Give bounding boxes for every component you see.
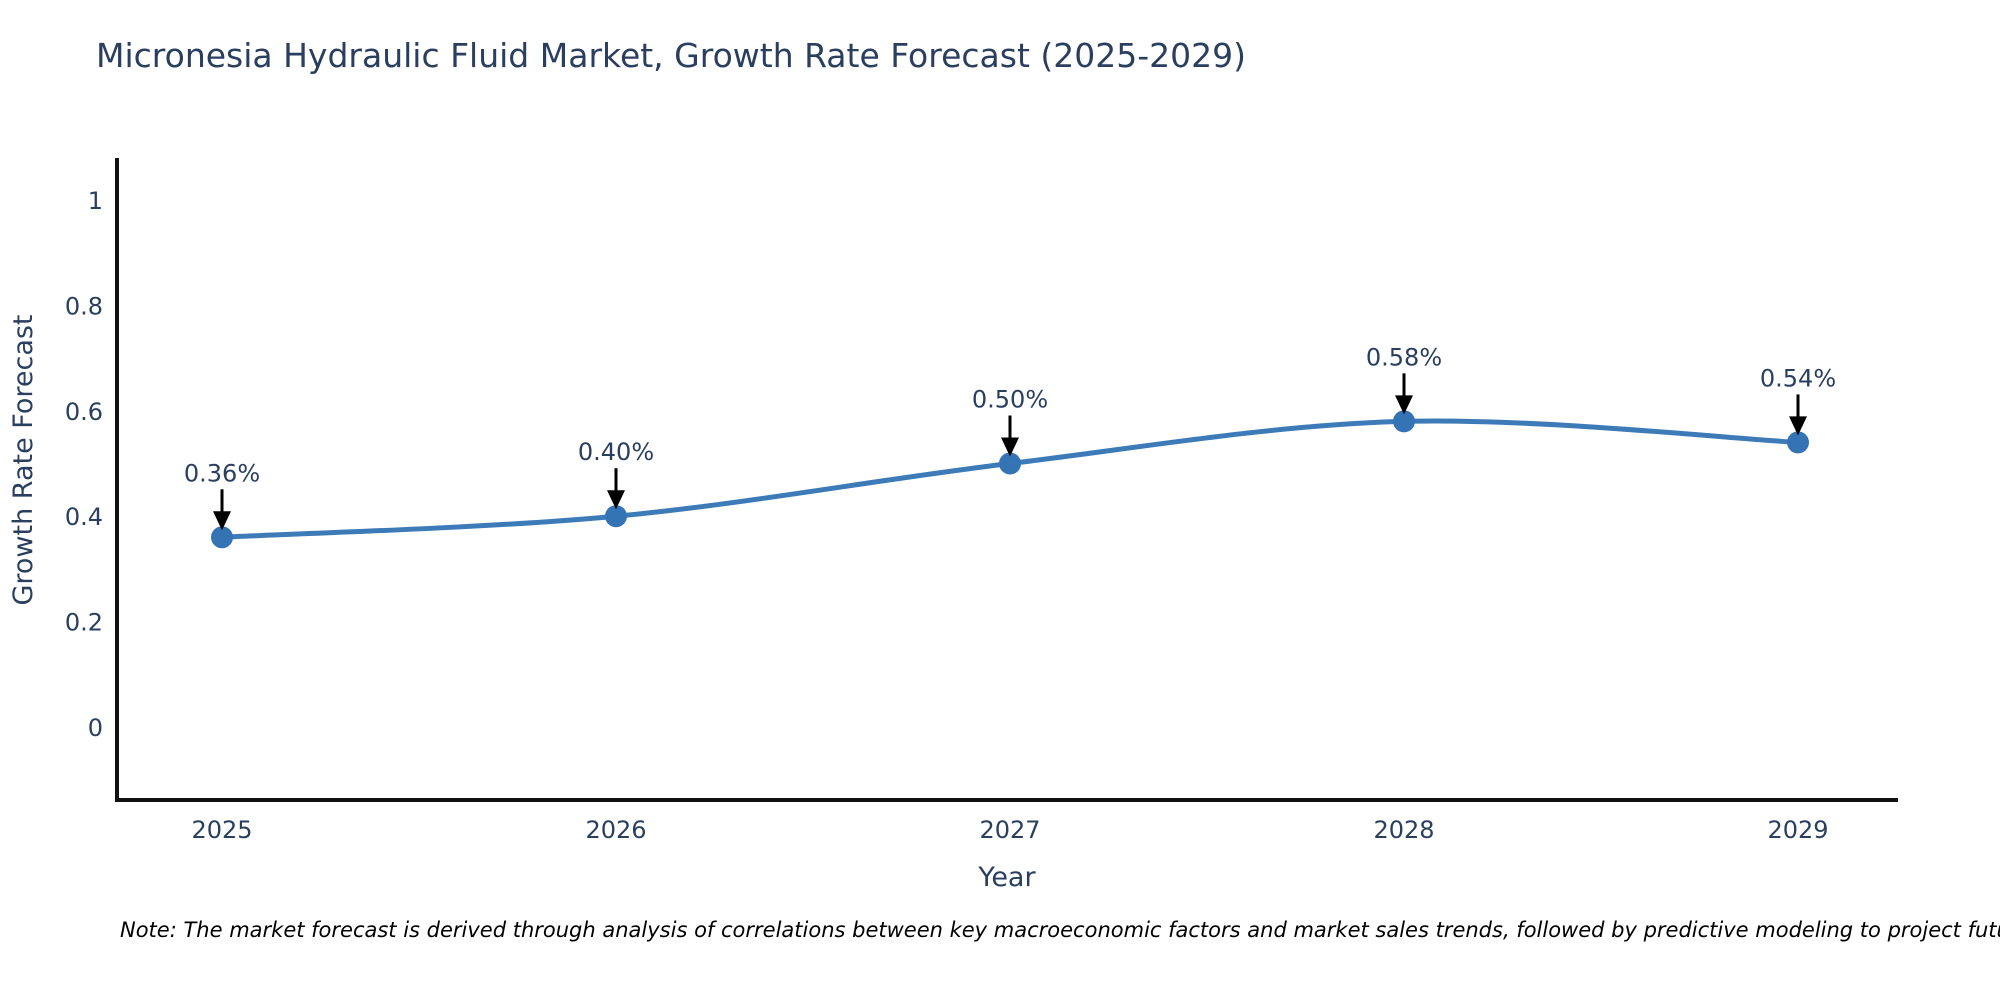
y-axis-tick-labels: 0 0.2 0.4 0.6 0.8 1 <box>65 187 103 742</box>
y-tick-label: 0.4 <box>65 503 103 531</box>
data-point-value-label: 0.36% <box>184 459 260 487</box>
point-annotations: 0.36% 0.40% 0.50% 0.58% 0.54% <box>184 343 1836 531</box>
x-tick-label: 2028 <box>1373 816 1434 844</box>
annotation-arrow-head-icon <box>607 490 625 510</box>
annotation-arrow-head-icon <box>1395 395 1413 415</box>
data-point-value-label: 0.58% <box>1366 343 1442 371</box>
y-tick-label: 0 <box>88 714 103 742</box>
y-axis-title: Growth Rate Forecast <box>8 314 39 605</box>
data-point-value-label: 0.50% <box>972 386 1048 414</box>
x-tick-label: 2027 <box>979 816 1040 844</box>
y-tick-label: 0.6 <box>65 398 103 426</box>
line-series <box>211 410 1809 549</box>
x-tick-label: 2029 <box>1767 816 1828 844</box>
x-tick-label: 2026 <box>585 816 646 844</box>
y-tick-label: 1 <box>88 187 103 215</box>
annotation-arrow-head-icon <box>1789 416 1807 436</box>
data-point-marker[interactable] <box>999 452 1021 475</box>
footnote: Note: The market forecast is derived thr… <box>120 918 2000 942</box>
data-point-marker[interactable] <box>1393 410 1415 433</box>
data-point-marker[interactable] <box>605 505 627 528</box>
annotation-arrow-head-icon <box>1001 437 1019 457</box>
y-tick-label: 0.8 <box>65 292 103 320</box>
x-axis-tick-labels: 2025 2026 2027 2028 2029 <box>191 816 1828 844</box>
chart-title: Micronesia Hydraulic Fluid Market, Growt… <box>96 36 1247 75</box>
data-point-marker[interactable] <box>211 526 233 549</box>
annotation-arrow-head-icon <box>213 511 231 531</box>
y-tick-label: 0.2 <box>65 609 103 637</box>
x-axis-title: Year <box>977 862 1036 893</box>
x-tick-label: 2025 <box>191 816 252 844</box>
data-point-value-label: 0.54% <box>1760 364 1836 392</box>
data-point-marker[interactable] <box>1787 431 1809 454</box>
data-point-value-label: 0.40% <box>578 438 654 466</box>
